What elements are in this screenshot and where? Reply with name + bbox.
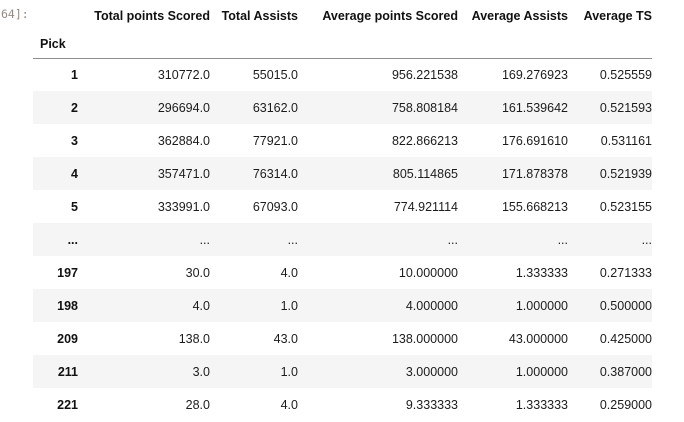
table-cell: ... [287,232,298,247]
table-cell: 3.0 [192,364,210,379]
row-index: ... [67,232,78,247]
index-name-row-blank-cell [298,30,458,59]
table-cell: 9.333333 [405,397,458,412]
table-cell: 0.271333 [599,265,652,280]
table-cell: 1.000000 [515,364,568,379]
index-name-row-blank-cell [458,30,568,59]
row-index: 4 [71,166,78,181]
column-header-row: Total points Scored Total Assists Average … [33,2,652,30]
table-row: 198 4.0 1.0 4.000000 1.000000 0.500000 [33,289,652,322]
row-index: 197 [57,265,78,280]
table-cell: 161.539642 [501,100,568,115]
row-index: 1 [71,67,78,82]
table-row: 211 3.0 1.0 3.000000 1.000000 0.387000 [33,355,652,388]
table-cell: 805.114865 [392,166,458,181]
table-cell: 0.525559 [599,67,652,82]
table-cell: 138.0 [178,331,210,346]
column-header: Average points Scored [322,9,458,23]
index-name-cell: Pick [33,30,78,59]
row-index: 198 [57,298,78,313]
table-cell: 1.0 [280,298,298,313]
table-cell: 0.259000 [599,397,652,412]
table-cell: 4.000000 [405,298,458,313]
corner-cell [33,2,78,30]
table-cell: 138.000000 [391,331,458,346]
column-header: Total Assists [221,9,298,23]
table-cell: 1.0 [280,364,298,379]
table-cell: 67093.0 [252,199,298,214]
table-cell: 758.808184 [391,100,458,115]
table-cell: 310772.0 [157,67,210,82]
table-cell: 155.668213 [501,199,568,214]
table-row: 5 333991.0 67093.0 774.921114 155.668213 0.52… [33,190,652,223]
table-cell: 76314.0 [252,166,298,181]
table-cell: 169.276923 [501,67,568,82]
column-header: Total points Scored [94,9,210,23]
table-cell: 296694.0 [157,100,210,115]
row-index: 3 [71,133,78,148]
table-row: 209 138.0 43.0 138.000000 43.000000 0.425000 [33,322,652,355]
table-row: 4 357471.0 76314.0 805.114865 171.878378 0.52… [33,157,652,190]
table-cell: ... [199,232,210,247]
index-name-row-blank-cell [210,30,298,59]
table-cell: 30.0 [185,265,210,280]
table-cell: 176.691610 [501,133,568,148]
table-cell: 0.523155 [599,199,652,214]
table-cell: 4.0 [280,265,298,280]
table-cell: 43.0 [273,331,298,346]
table-cell: 10.000000 [398,265,458,280]
table-cell: ... [557,232,568,247]
table-cell: 4.0 [192,298,210,313]
table-cell: 0.500000 [599,298,652,313]
table-cell: 956.221538 [391,67,458,82]
index-name-row-blank-cell [78,30,210,59]
row-index: 5 [71,199,78,214]
table-row: 2 296694.0 63162.0 758.808184 161.539642 0.52… [33,91,652,124]
table-row: 197 30.0 4.0 10.000000 1.333333 0.271333 [33,256,652,289]
table-cell: 333991.0 [157,199,210,214]
table-cell: 362884.0 [157,133,210,148]
table-cell: 55015.0 [252,67,298,82]
table-cell: 77921.0 [252,133,298,148]
table-cell: 1.333333 [515,397,568,412]
table-cell: 0.531161 [600,133,652,148]
index-name-row: Pick [33,30,652,59]
table-row: 1 310772.0 55015.0 956.221538 169.276923 0.52… [33,58,652,91]
table-cell: 43.000000 [508,331,568,346]
row-index: 2 [71,100,78,115]
table-cell: 774.921114 [393,199,458,214]
row-index: 221 [57,397,78,412]
table-cell: 1.333333 [515,265,568,280]
table-cell: 63162.0 [252,100,298,115]
table-cell: 1.000000 [515,298,568,313]
table-cell: ... [641,232,652,247]
table-row: .................. [33,223,652,256]
table-cell: 4.0 [280,397,298,412]
output-prompt: 64]: [1,7,29,21]
table-cell: 171.878378 [501,166,568,181]
table-row: 3 362884.0 77921.0 822.866213 176.691610 0.53… [33,124,652,157]
table-cell: 822.866213 [391,133,458,148]
table-cell: 357471.0 [157,166,210,181]
dataframe-body: 1 310772.0 55015.0 956.221538 169.276923 0.52… [33,58,652,421]
row-index: 211 [57,364,78,379]
table-cell: 3.000000 [405,364,458,379]
dataframe-header: Total points Scored Total Assists Average … [33,2,652,59]
row-index: 209 [57,331,78,346]
table-cell: 28.0 [185,397,210,412]
column-header: Average Assists [471,9,568,23]
table-cell: ... [447,232,458,247]
table-cell: 0.387000 [599,364,652,379]
table-cell: 0.425000 [599,331,652,346]
table-row: 221 28.0 4.0 9.333333 1.333333 0.259000 [33,388,652,421]
table-cell: 0.521939 [599,166,652,181]
index-name-row-blank-cell [568,30,652,59]
table-cell: 0.521593 [599,100,652,115]
dataframe-table: Total points Scored Total Assists Average … [33,2,652,421]
column-header: Average TS [583,9,652,23]
